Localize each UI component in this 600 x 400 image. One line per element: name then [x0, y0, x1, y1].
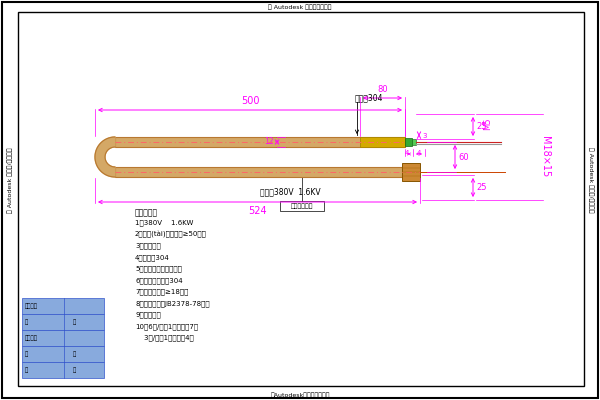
- Text: 制造日期代碼: 制造日期代碼: [291, 203, 313, 209]
- Text: 6、引出棒材料：304: 6、引出棒材料：304: [135, 277, 182, 284]
- Bar: [405, 138, 412, 146]
- Bar: [22, 330, 104, 346]
- Text: 由 Autodesk 教育版/產品制作: 由 Autodesk 教育版/產品制作: [7, 147, 13, 213]
- Text: 期: 期: [73, 367, 76, 373]
- Bar: [402, 163, 420, 181]
- Text: 標準化號: 標準化號: [25, 335, 38, 341]
- Text: 審: 審: [25, 351, 28, 357]
- Text: 3: 3: [422, 134, 427, 140]
- Text: 技術要求：: 技術要求：: [135, 208, 158, 217]
- Text: 5、絕緣填料：氧化鎂粉: 5、絕緣填料：氧化鎂粉: [135, 266, 182, 272]
- Text: 7、使用壽命：≥18個月: 7、使用壽命：≥18個月: [135, 288, 188, 295]
- Text: 核: 核: [73, 319, 76, 325]
- Text: 60: 60: [458, 152, 469, 162]
- Text: 8、其他要求按JB2378-78標準: 8、其他要求按JB2378-78標準: [135, 300, 209, 307]
- Text: 打印：380V  1.6KV: 打印：380V 1.6KV: [260, 187, 320, 196]
- Text: 日: 日: [25, 367, 28, 373]
- Text: 12: 12: [265, 138, 274, 146]
- Bar: [412, 139, 416, 145]
- Polygon shape: [95, 137, 115, 177]
- Text: 500: 500: [241, 96, 259, 106]
- Bar: [22, 298, 104, 314]
- Bar: [22, 314, 104, 330]
- Text: 10、6根/台＋1根配用＝7根: 10、6根/台＋1根配用＝7根: [135, 323, 198, 330]
- Text: 3根/台＋1根配用＝4根: 3根/台＋1根配用＝4根: [135, 334, 194, 341]
- Text: 由 Autodesk 教育版產品制作: 由 Autodesk 教育版產品制作: [268, 4, 332, 10]
- Text: 9、保証材費: 9、保証材費: [135, 312, 161, 318]
- Text: 1、380V    1.6KW: 1、380V 1.6KW: [135, 220, 193, 226]
- Text: 由 Autodesk 教育版/產品制作: 由 Autodesk 教育版/產品制作: [588, 147, 594, 213]
- Text: 3、介質：水: 3、介質：水: [135, 242, 161, 249]
- Text: 由Autodesk教育版产品制作: 由Autodesk教育版产品制作: [270, 392, 330, 398]
- Text: 25: 25: [476, 183, 487, 192]
- Bar: [115, 167, 405, 177]
- Text: 2、冷態(tài)絕緣電阻≥50歐姆: 2、冷態(tài)絕緣電阻≥50歐姆: [135, 231, 207, 238]
- Bar: [22, 362, 104, 378]
- Bar: [115, 137, 405, 147]
- Text: 80: 80: [377, 85, 388, 94]
- Bar: [22, 346, 104, 362]
- Text: M18×15: M18×15: [540, 136, 550, 178]
- Text: M5: M5: [483, 118, 492, 130]
- Text: 圖樣代號: 圖樣代號: [25, 303, 38, 309]
- Bar: [280, 201, 324, 211]
- Text: 核: 核: [73, 351, 76, 357]
- Bar: [360, 137, 405, 147]
- Text: 25: 25: [476, 122, 487, 131]
- Text: 材質：304: 材質：304: [355, 93, 383, 102]
- Text: 524: 524: [248, 206, 267, 216]
- Text: 審: 審: [25, 319, 28, 325]
- Text: 4: 4: [405, 150, 409, 156]
- Text: 4、材料：304: 4、材料：304: [135, 254, 170, 261]
- Text: 4: 4: [417, 150, 421, 156]
